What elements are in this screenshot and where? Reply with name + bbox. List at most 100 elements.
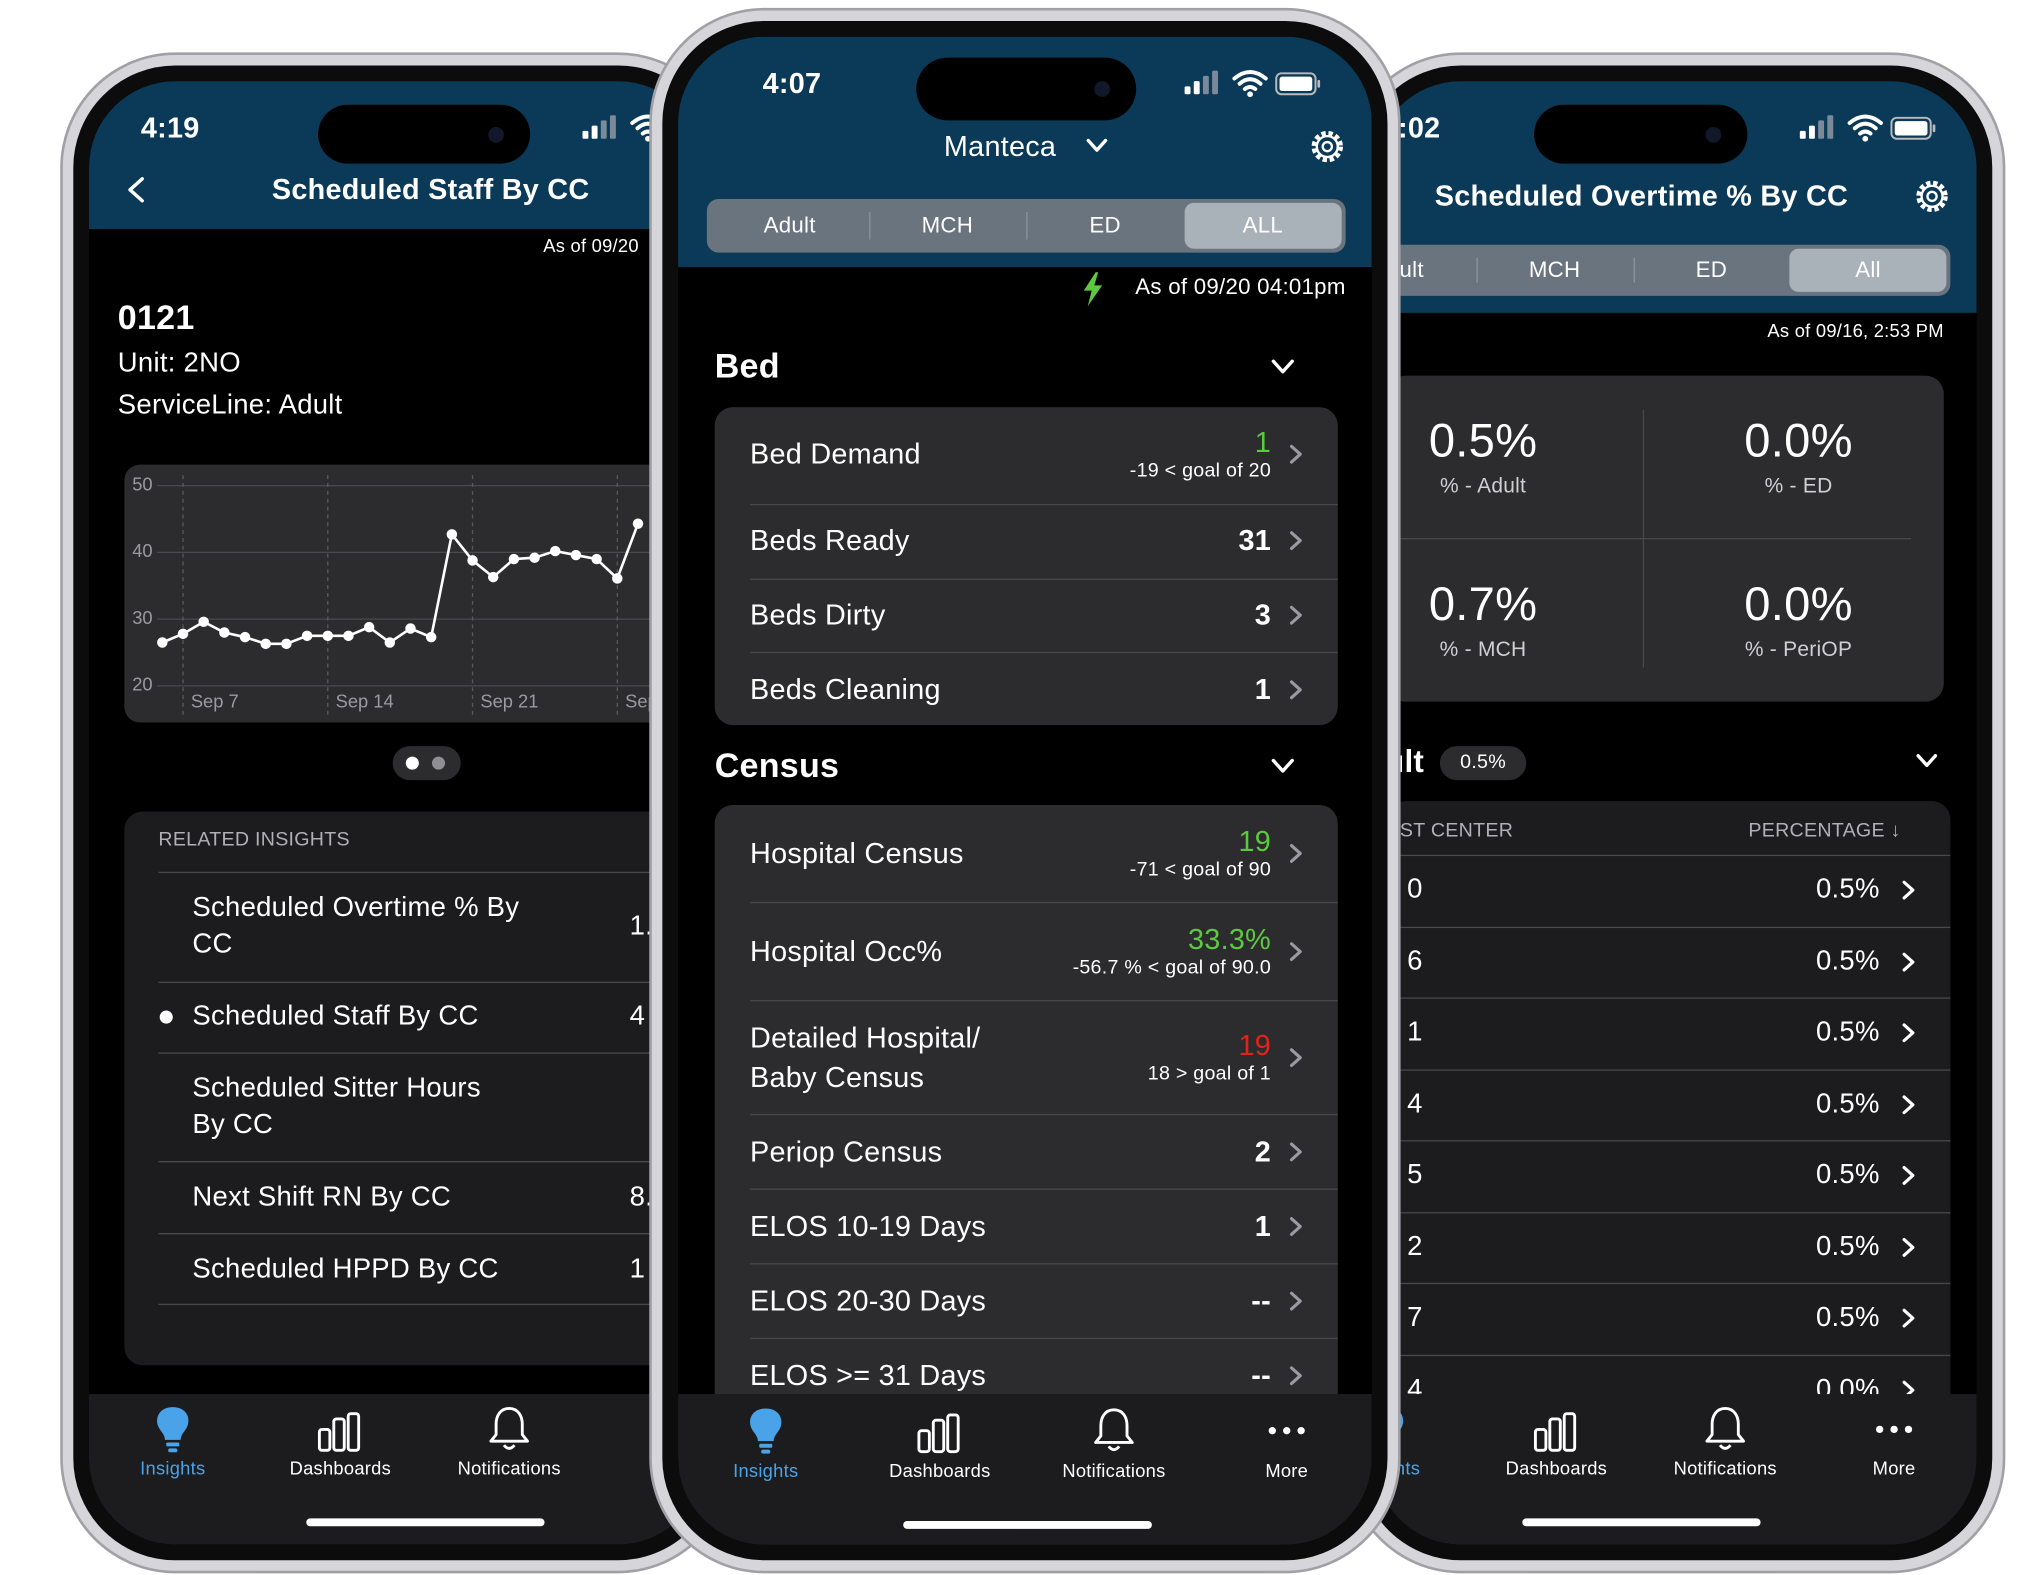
point	[343, 630, 354, 642]
page-dot	[431, 756, 446, 770]
signal-bar	[600, 120, 607, 139]
tab-label[interactable]: Notifications	[457, 1457, 561, 1479]
separator	[158, 1052, 705, 1054]
point	[322, 630, 334, 642]
bulb-tip	[168, 1448, 178, 1453]
tab-label[interactable]: More	[1265, 1460, 1309, 1482]
tab-label[interactable]: Insights	[733, 1460, 799, 1482]
settings-icon	[1916, 180, 1948, 213]
chevron	[1289, 531, 1302, 551]
status-time: 4:07	[762, 66, 822, 100]
section-title[interactable]: Bed	[714, 346, 780, 386]
separator	[750, 1000, 1338, 1002]
signal-bar	[1212, 70, 1218, 95]
column-header: COST CENTER	[1374, 819, 1514, 842]
separator	[1387, 926, 1951, 928]
chevron	[1902, 880, 1915, 900]
gear-ring	[1315, 134, 1339, 159]
metric-value: 19	[1238, 824, 1272, 858]
segment-divider	[1026, 212, 1028, 240]
dash-bar	[1533, 1427, 1548, 1452]
section-title[interactable]: Census	[714, 745, 840, 785]
chevron	[128, 177, 144, 203]
wifi	[1847, 114, 1883, 136]
tab-label[interactable]: Dashboards	[289, 1457, 392, 1479]
segment-label[interactable]: ED	[1089, 212, 1121, 237]
segment-label[interactable]: ALL	[1242, 212, 1284, 237]
page-dot	[405, 756, 419, 770]
camera-lens	[488, 126, 504, 143]
signal-bar	[1799, 130, 1806, 139]
segment-label[interactable]: Adult	[763, 212, 816, 237]
separator	[750, 1113, 1338, 1116]
bulb-tip	[761, 1449, 771, 1454]
section-badge: 0.5%	[1460, 751, 1506, 774]
battery	[1275, 72, 1317, 96]
point	[632, 518, 644, 529]
status-icons	[1184, 70, 1321, 98]
badge	[1439, 746, 1527, 781]
metric-goal: -71 < goal of 90	[1129, 858, 1272, 881]
segment-label[interactable]: ED	[1695, 256, 1728, 282]
metric-value: --	[1251, 1284, 1272, 1318]
chevron-stroke	[1289, 680, 1302, 700]
screen: 4:19 Scheduled Staff By CC As of 09/20 0121…	[89, 81, 705, 1545]
bell	[1094, 1408, 1134, 1444]
metric-label: Hospital Occ%	[750, 934, 943, 968]
dot	[1283, 1427, 1291, 1435]
page-dots	[392, 746, 461, 781]
tile-value: 0.0%	[1744, 413, 1853, 467]
point	[529, 552, 540, 563]
chevron-stroke	[1289, 531, 1302, 551]
chevron	[1289, 1048, 1302, 1068]
chevron	[1289, 844, 1302, 863]
more-icon	[1268, 1427, 1305, 1435]
insights-icon	[157, 1407, 189, 1453]
notifications-icon	[1705, 1407, 1745, 1450]
percentage: 0.5%	[1815, 1230, 1880, 1261]
segment-divider	[1632, 257, 1635, 283]
chevron-stroke	[1271, 758, 1294, 773]
chevron	[1902, 952, 1915, 971]
chevron-stroke	[1902, 952, 1915, 971]
separator	[158, 1233, 705, 1235]
chevron-stroke	[1289, 844, 1302, 863]
tab-label[interactable]: Notifications	[1673, 1457, 1777, 1479]
tab-label[interactable]: Dashboards	[889, 1460, 991, 1482]
unit: Unit: 2NO	[117, 347, 241, 379]
point	[260, 638, 271, 650]
tab-label[interactable]: Notifications	[1062, 1460, 1166, 1482]
notifications-icon	[1094, 1408, 1134, 1452]
point	[550, 545, 561, 557]
battery-cap	[1932, 124, 1936, 133]
chevron	[1289, 1142, 1302, 1162]
gear-teeth	[1311, 130, 1344, 163]
screen-title: Scheduled Staff By CC	[271, 172, 590, 206]
bolt	[1083, 272, 1103, 307]
segment-label[interactable]: All	[1855, 256, 1881, 282]
chevron	[1902, 1094, 1915, 1114]
point	[301, 630, 313, 642]
dash-bar	[346, 1412, 361, 1452]
point	[198, 616, 209, 628]
chevron	[1289, 444, 1302, 464]
tab-label[interactable]: Dashboards	[1505, 1457, 1608, 1479]
chevron	[1289, 1217, 1302, 1236]
chevron-stroke	[1289, 605, 1302, 625]
point	[487, 571, 499, 583]
tab-label[interactable]: More	[1872, 1457, 1916, 1479]
percentage: 0.5%	[1815, 874, 1880, 905]
segment-label[interactable]: MCH	[921, 212, 974, 237]
as-of: As of 09/20 04:01pm	[1135, 274, 1346, 300]
metric-value: --	[1251, 1358, 1272, 1392]
segment-label[interactable]: MCH	[1528, 256, 1581, 282]
dashboards-icon	[1533, 1412, 1577, 1452]
location[interactable]: Manteca	[943, 129, 1057, 163]
column-header[interactable]: PERCENTAGE ↓	[1748, 819, 1901, 842]
tab-label[interactable]: Insights	[140, 1457, 206, 1479]
phone-center: 4:07 Manteca Adult MCH ED ALL As of 09/20 04:0…	[662, 20, 1388, 1561]
dashboards-icon	[917, 1413, 960, 1454]
dot	[1904, 1425, 1913, 1434]
chevron	[1289, 680, 1302, 700]
